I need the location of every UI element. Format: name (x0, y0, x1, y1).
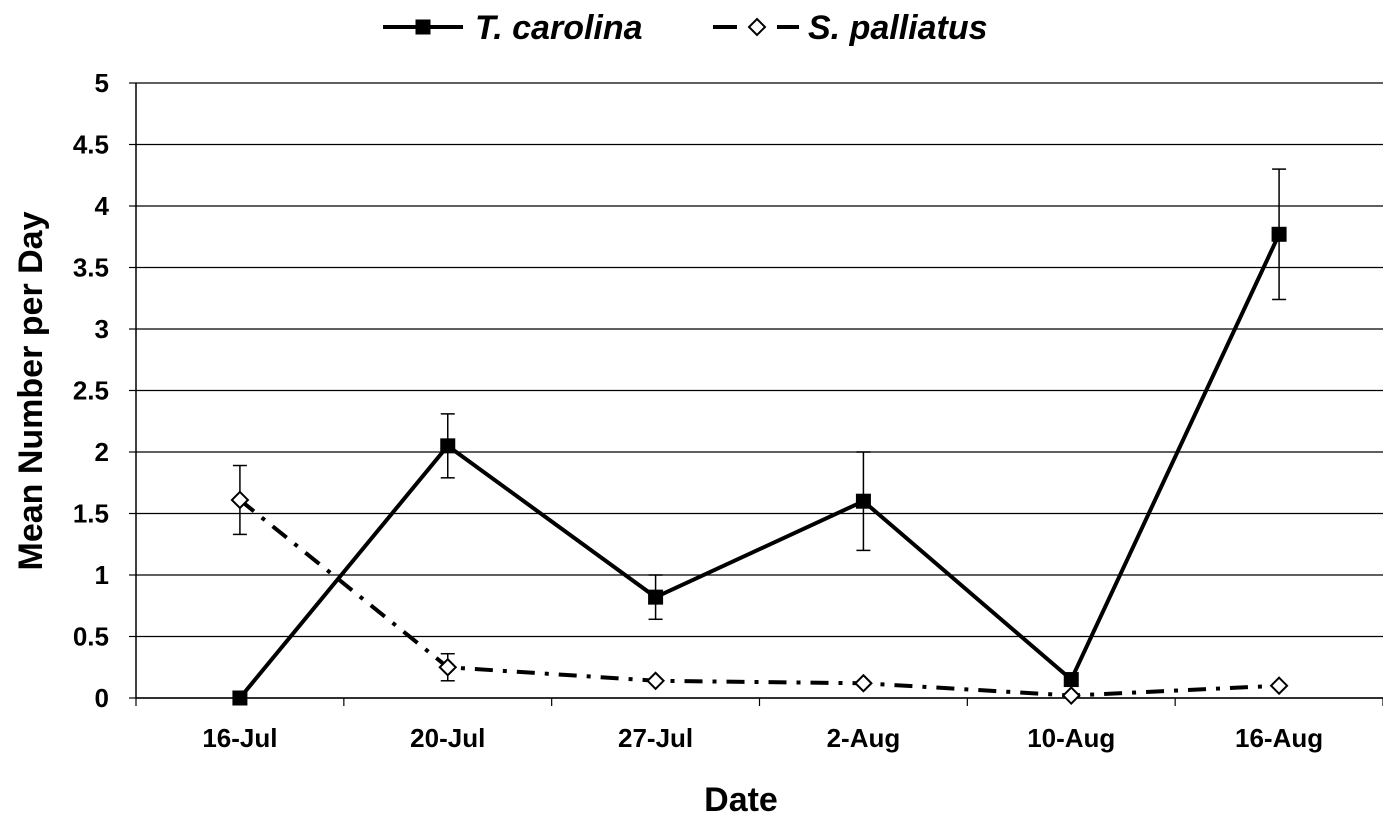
x-tick-label: 2-Aug (827, 723, 901, 753)
series-line (238, 498, 1280, 698)
marker-square (415, 19, 431, 35)
x-tick-label: 20-Jul (410, 723, 485, 753)
y-tick-label: 3.5 (73, 253, 109, 283)
series-line (238, 233, 1281, 700)
y-tick-label: 1 (95, 560, 109, 590)
y-tick-label: 3 (95, 314, 109, 344)
x-tick-label: 10-Aug (1027, 723, 1115, 753)
x-tick-label: 16-Jul (202, 723, 277, 753)
x-tick-label: 27-Jul (618, 723, 693, 753)
legend: T. carolina S. palliatus (383, 9, 988, 47)
y-tick-label: 4 (95, 191, 110, 221)
y-tick-label: 0.5 (73, 622, 109, 652)
y-tick-label: 0 (95, 683, 109, 713)
marker-square (855, 493, 871, 509)
marker-diamond (854, 673, 873, 693)
y-tick-label: 1.5 (73, 499, 109, 529)
marker-diamond (646, 671, 665, 691)
x-axis-title: Date (704, 781, 778, 814)
legend-entry-0: T. carolina (383, 9, 643, 47)
marker-square (440, 438, 456, 454)
series-layer (230, 168, 1289, 706)
legend-label: T. carolina (475, 9, 643, 47)
marker-diamond (1269, 676, 1289, 696)
gridlines (136, 82, 1383, 699)
marker-diamond (438, 657, 458, 677)
y-axis-title: Mean Number per Day (12, 211, 50, 570)
x-tick-label: 16-Aug (1235, 723, 1323, 753)
marker-square (1063, 672, 1079, 688)
x-axis-ticks: 16-Jul 20-Jul 27-Jul 2-Aug 10-Aug 16-Aug (135, 698, 1383, 753)
series-1 (230, 464, 1289, 705)
y-axis-ticks: 0 0.5 1 1.5 2 2.5 3 3.5 4 4.5 5 (73, 68, 136, 713)
marker-diamond (747, 17, 767, 37)
marker-diamond (1061, 686, 1081, 705)
y-tick-label: 2 (95, 437, 109, 467)
legend-label: S. palliatus (808, 9, 988, 47)
legend-entry-1: S. palliatus (713, 9, 988, 47)
y-tick-label: 5 (95, 68, 109, 98)
marker-square (1271, 226, 1287, 242)
y-tick-label: 4.5 (73, 130, 109, 160)
series-0 (232, 168, 1287, 706)
y-tick-label: 2.5 (73, 376, 109, 406)
marker-diamond (230, 490, 250, 510)
marker-square (232, 690, 248, 706)
marker-square (648, 589, 664, 605)
